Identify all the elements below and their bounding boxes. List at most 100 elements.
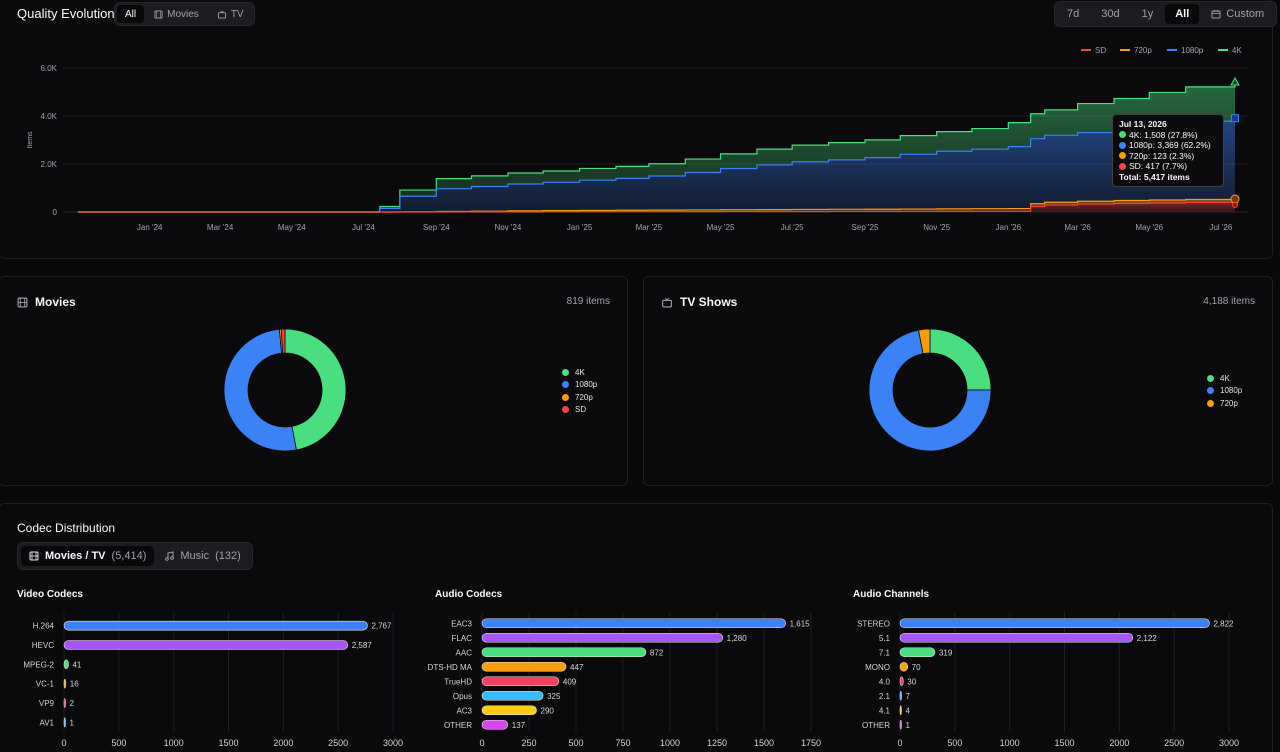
x-tick-label: 0 (61, 738, 66, 748)
legend-label: 720p (1134, 46, 1152, 55)
bar (481, 647, 647, 658)
bar (481, 618, 786, 629)
movies-card-title: Movies (17, 295, 76, 309)
x-tick-label: 1500 (1054, 738, 1074, 748)
music-icon (165, 551, 175, 561)
tooltip-dot (1119, 131, 1126, 139)
quality-evolution-chart[interactable]: 0 2.0K 4.0K 6.0K Items Jan '24 Mar '24 May '24 J… (0, 38, 1280, 278)
x-tick-label: 750 (615, 738, 630, 748)
value-label: 2 (70, 699, 75, 708)
slice-720p (918, 328, 931, 355)
legend-label: 4K (1232, 46, 1242, 55)
value-label: 409 (563, 677, 577, 686)
category-label: STEREO (857, 619, 890, 628)
slice-1080p (868, 329, 992, 452)
legend-label: 1080p (1181, 46, 1204, 55)
x-tick-label: Jul '25 (781, 223, 804, 232)
x-tick-label: 2500 (1164, 738, 1184, 748)
tv-icon (217, 10, 226, 19)
x-tick-label: 3000 (1219, 738, 1239, 748)
tab-movies-tv[interactable]: Movies / TV (5,414) (21, 546, 155, 566)
legend-label: SD (1095, 46, 1106, 55)
series-line-1080p (78, 118, 1236, 213)
value-label: 41 (72, 660, 81, 669)
x-tick-label: 1000 (1000, 738, 1020, 748)
legend-dot (1207, 374, 1214, 382)
bar (899, 632, 1134, 643)
value-label: 1 (906, 721, 911, 730)
series-line-4k (78, 81, 1236, 213)
category-label: AV1 (39, 718, 54, 727)
bar (63, 678, 67, 689)
x-tick-label: 1000 (164, 738, 184, 748)
value-label: 137 (512, 721, 526, 730)
category-label: H.264 (33, 622, 55, 631)
legend-dot (562, 381, 569, 389)
range-custom-button[interactable]: Custom (1201, 4, 1274, 24)
category-label: DTS-HD MA (428, 663, 473, 672)
tv-legend: 4K 1080p 720p (1207, 372, 1242, 410)
tv-icon (662, 297, 672, 307)
bar (899, 690, 902, 701)
legend-label: 720p (575, 392, 593, 402)
marker-1080p (1231, 114, 1239, 123)
range-all-button[interactable]: All (1165, 4, 1200, 24)
value-label: 872 (650, 648, 664, 657)
calendar-icon (1211, 10, 1221, 19)
x-tick-label: 500 (568, 738, 583, 748)
value-label: 1,615 (790, 619, 811, 628)
tooltip-date: Jul 13, 2026 (1119, 119, 1167, 129)
value-label: 447 (570, 663, 584, 672)
video-codecs-title: Video Codecs (17, 589, 83, 600)
bar (63, 698, 66, 708)
x-tick-label: Jan '25 (567, 223, 593, 232)
value-label: 70 (912, 663, 921, 672)
audio-codecs-title: Audio Codecs (435, 589, 503, 600)
bar (899, 719, 902, 730)
x-tick-label: 2000 (1109, 738, 1129, 748)
bar (63, 620, 368, 631)
tv-donut-chart[interactable] (865, 325, 995, 455)
video-codecs-chart[interactable]: 0 500 1000 1500 2000 2500 3000 H.264 2,767 HEVC 2,… (0, 604, 418, 752)
tv-card-title: TV Shows (661, 295, 737, 309)
film-icon (154, 9, 163, 19)
x-tick-label: Jul '24 (352, 223, 375, 232)
y-tick-label: 0 (53, 208, 58, 217)
filter-movies-button[interactable]: Movies (146, 5, 207, 23)
audio-codecs-chart[interactable]: 0 250 500 750 1000 1250 1500 1750 EAC3 1,615 FLAC 1… (418, 604, 836, 752)
x-tick-label: Jan '24 (137, 223, 163, 232)
bar (481, 661, 567, 672)
codec-section-title: Codec Distribution (17, 521, 116, 535)
area-sd (78, 201, 1235, 212)
category-label: FLAC (452, 634, 473, 643)
range-7d-button[interactable]: 7d (1067, 8, 1080, 20)
x-tick-label: Nov '24 (494, 223, 521, 232)
range-1y-button[interactable]: 1y (1141, 8, 1154, 20)
marker-720p (1230, 194, 1240, 204)
category-label: 2.1 (879, 692, 891, 701)
movies-donut-chart[interactable] (220, 325, 350, 455)
category-label: MPEG-2 (23, 660, 54, 669)
audio-channels-chart[interactable]: 0 500 1000 1500 2000 2500 3000 STEREO 2,822 5.1 2,… (836, 604, 1254, 752)
x-tick-label: Jan '26 (996, 223, 1022, 232)
value-label: 325 (547, 692, 561, 701)
filter-tv-button[interactable]: TV (209, 5, 252, 23)
tooltip-row: 1080p: 3,369 (62.2%) (1119, 140, 1217, 151)
category-label: MONO (865, 663, 890, 672)
tab-music[interactable]: Music (132) (156, 546, 248, 566)
category-label: 5.1 (879, 634, 891, 643)
audio-channels-title: Audio Channels (853, 589, 930, 600)
x-tick-label: Sep '25 (852, 223, 879, 232)
filter-all-button[interactable]: All (117, 5, 145, 23)
legend-item: 4K (1207, 372, 1242, 385)
bar (481, 705, 537, 716)
marker-4k (1230, 76, 1240, 86)
category-label: 4.0 (879, 677, 891, 686)
tv-shows-card (643, 276, 1273, 486)
value-label: 2,767 (371, 622, 392, 631)
range-30d-button[interactable]: 30d (1101, 8, 1120, 20)
tooltip-dot (1119, 162, 1126, 170)
value-label: 4 (906, 706, 911, 715)
area-4k (78, 81, 1235, 212)
x-tick-label: Jul '26 (1209, 223, 1232, 232)
